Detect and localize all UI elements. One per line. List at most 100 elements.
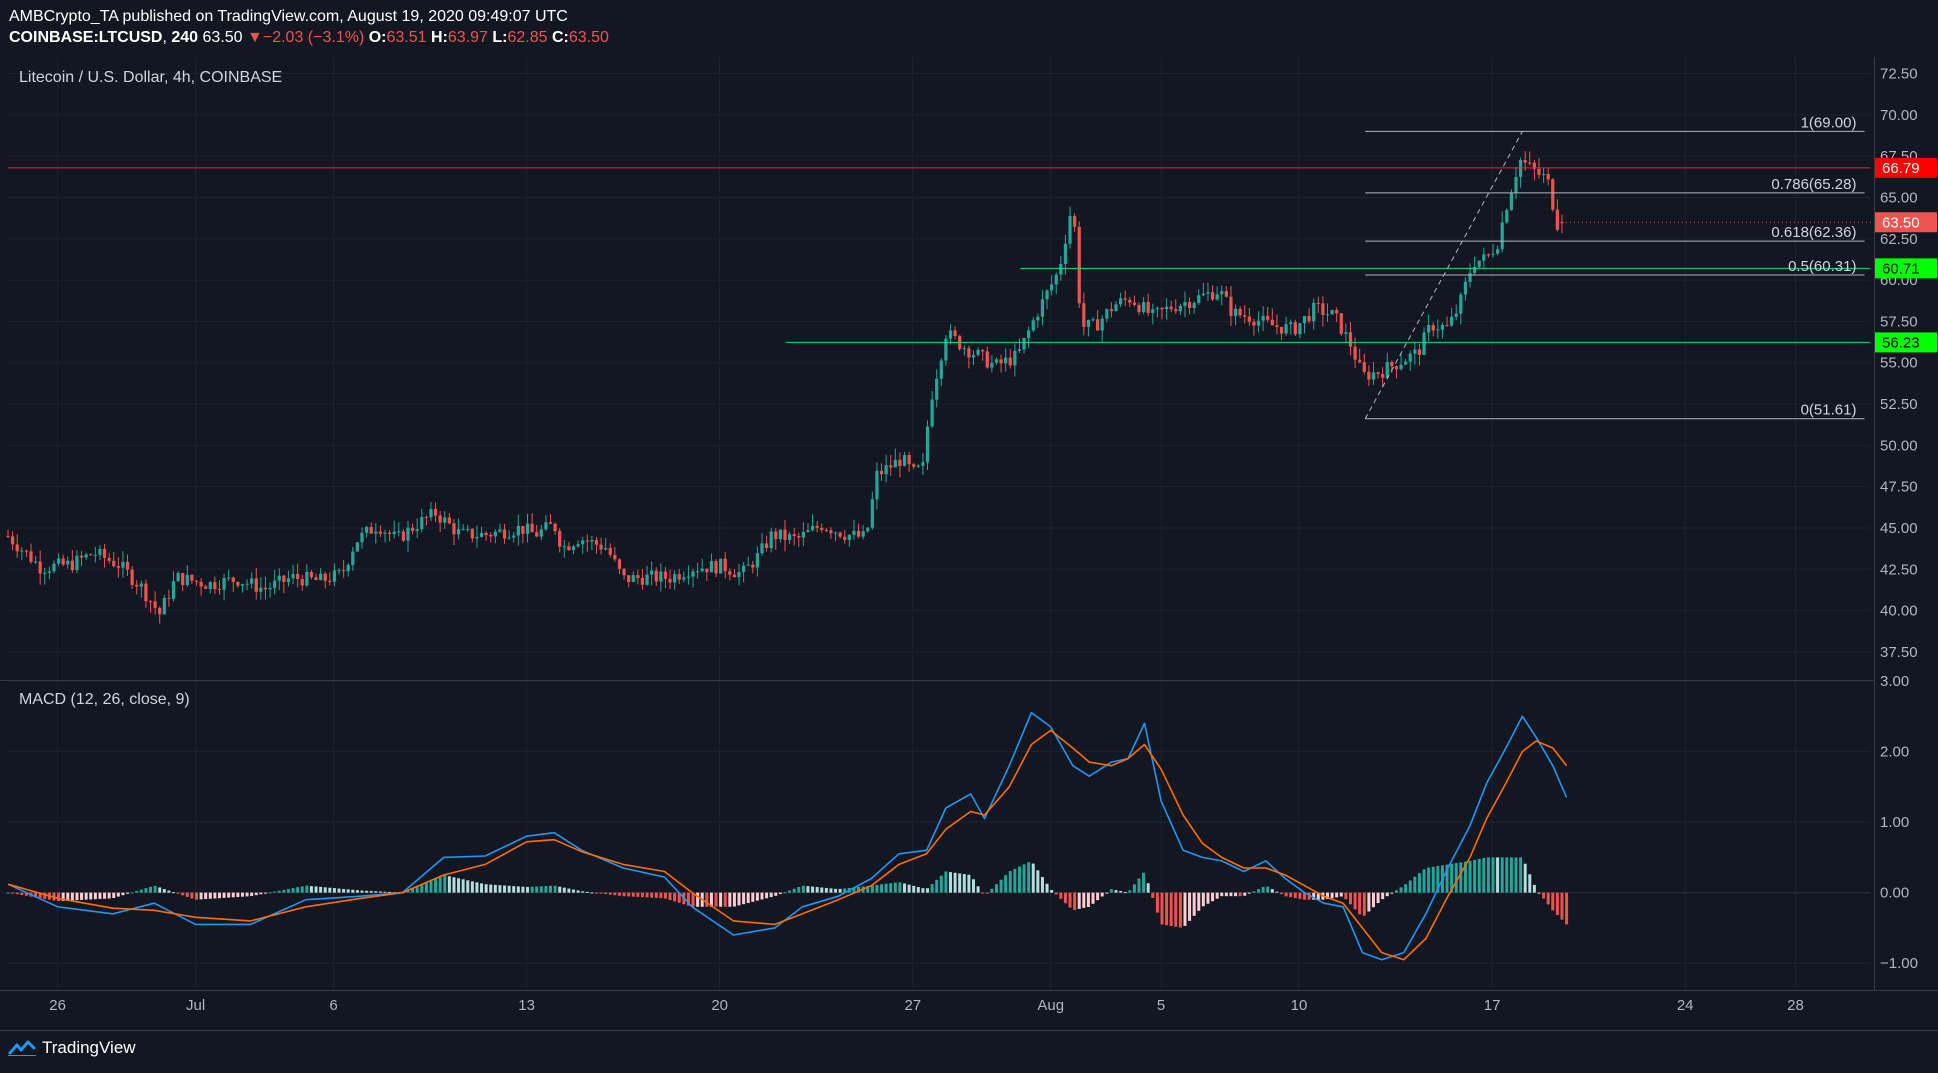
- macd-histogram-bar: [774, 892, 778, 896]
- macd-histogram-bar: [1289, 892, 1293, 898]
- candle-body: [686, 576, 691, 578]
- candle-body: [907, 455, 911, 465]
- candle-body: [392, 531, 396, 534]
- macd-histogram-bar: [89, 892, 93, 900]
- candle-body: [268, 588, 272, 590]
- candle-body: [29, 551, 33, 562]
- candle-body: [401, 531, 405, 541]
- candle-body: [1482, 254, 1486, 261]
- macd-histogram-bar: [130, 892, 134, 894]
- price-axis-tick: 65.00: [1880, 189, 1918, 206]
- macd-histogram-bar: [723, 892, 727, 907]
- candle-body: [1298, 323, 1302, 335]
- candle-body: [1068, 216, 1072, 244]
- candle-body: [1017, 349, 1022, 351]
- tradingview-logo[interactable]: TradingView: [8, 1038, 136, 1058]
- candle-body: [590, 539, 594, 542]
- candle-body: [383, 532, 387, 534]
- macd-histogram-bar: [314, 886, 318, 893]
- candle-body: [1284, 324, 1288, 334]
- macd-histogram-bar: [512, 886, 516, 893]
- macd-histogram-bar: [291, 888, 295, 893]
- macd-histogram-bar: [15, 892, 19, 895]
- macd-histogram-bar: [139, 889, 143, 893]
- macd-histogram-bar: [806, 886, 810, 893]
- candle-body: [843, 536, 847, 540]
- macd-histogram-bar: [792, 888, 796, 893]
- candle-body: [337, 570, 341, 572]
- macd-histogram-bar: [1123, 892, 1127, 894]
- candle-body: [797, 535, 801, 538]
- price-pane-title: Litecoin / U.S. Dollar, 4h, COINBASE: [19, 69, 282, 86]
- macd-histogram-bar: [1468, 860, 1472, 893]
- candle-body: [1206, 292, 1210, 294]
- macd-histogram-bar: [985, 892, 989, 894]
- macd-histogram-bar: [1211, 892, 1215, 902]
- candle-body: [820, 527, 824, 530]
- macd-histogram-bar: [227, 892, 231, 898]
- candle-body: [93, 554, 97, 556]
- macd-histogram-bar: [420, 884, 424, 893]
- macd-histogram-bar: [880, 884, 884, 893]
- macd-histogram-bar: [1284, 892, 1288, 897]
- macd-histogram-bar: [1537, 892, 1541, 894]
- macd-histogram-bar: [1040, 877, 1044, 893]
- candle-body: [663, 571, 668, 579]
- candle-body: [47, 571, 51, 573]
- candle-body: [898, 459, 902, 466]
- candle-body: [1312, 302, 1316, 322]
- candle-body: [1229, 296, 1233, 316]
- candle-body: [194, 580, 199, 582]
- macd-histogram-bar: [691, 892, 695, 907]
- candle-body: [484, 532, 488, 535]
- candle-body: [1054, 274, 1058, 285]
- candle-body: [1100, 318, 1104, 331]
- high-value: 63.97: [447, 29, 488, 46]
- macd-histogram-bar: [70, 892, 74, 901]
- macd-histogram-bar: [43, 892, 47, 899]
- macd-histogram-bar: [369, 891, 373, 893]
- candle-body: [769, 531, 773, 548]
- candle-body: [916, 465, 920, 467]
- candle-body: [935, 378, 939, 400]
- fib-trend-line[interactable]: [1364, 131, 1523, 419]
- candle-body: [1031, 320, 1035, 331]
- macd-histogram-bar: [144, 888, 148, 893]
- macd-histogram-bar: [663, 892, 667, 899]
- candle-body: [847, 534, 851, 540]
- candle-body: [254, 578, 258, 592]
- candle-body: [1247, 316, 1251, 322]
- resistance-axis-label: 66.79: [1882, 160, 1920, 177]
- macd-histogram-bar: [332, 888, 336, 893]
- macd-histogram-bar: [921, 888, 925, 893]
- interval-label[interactable]: 240: [171, 29, 199, 46]
- candle-body: [696, 571, 700, 573]
- macd-histogram-bar: [640, 892, 644, 898]
- macd-histogram-bar: [1022, 864, 1026, 893]
- macd-histogram-bar: [1068, 892, 1072, 908]
- candle-body: [489, 534, 493, 537]
- macd-axis-tick: 3.00: [1880, 673, 1909, 690]
- macd-histogram-bar: [581, 891, 585, 893]
- candle-body: [1330, 310, 1334, 315]
- fib-level-label: 0.618(62.36): [1771, 224, 1856, 241]
- candle-body: [1192, 302, 1196, 309]
- macd-histogram-bar: [1509, 857, 1513, 893]
- candle-body: [631, 574, 635, 582]
- macd-histogram-bar: [1132, 884, 1136, 893]
- macd-histogram-bar: [20, 892, 24, 895]
- macd-histogram-bar: [728, 892, 732, 907]
- macd-histogram-bar: [199, 892, 203, 900]
- candle-body: [443, 517, 447, 523]
- macd-histogram-bar: [737, 892, 741, 906]
- symbol-name[interactable]: COINBASE:LTCUSD: [9, 29, 163, 46]
- macd-histogram-bar: [1491, 857, 1495, 893]
- candle-body: [728, 571, 732, 575]
- macd-histogram-bar: [1234, 892, 1238, 897]
- candle-body: [852, 530, 856, 535]
- macd-histogram-bar: [195, 892, 198, 900]
- price-axis-tick: 72.50: [1880, 66, 1918, 83]
- macd-histogram-bar: [1325, 892, 1329, 900]
- candle-body: [1215, 294, 1219, 300]
